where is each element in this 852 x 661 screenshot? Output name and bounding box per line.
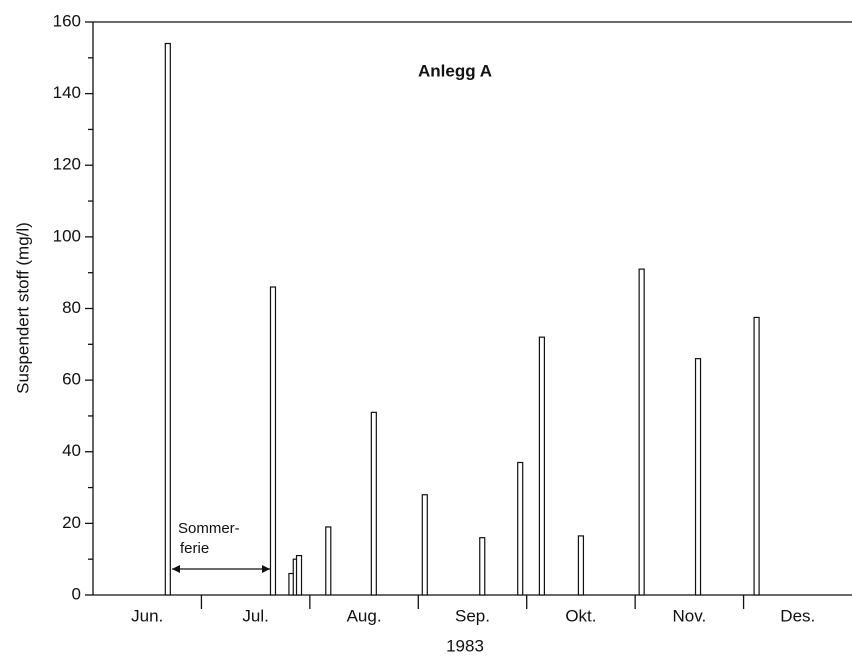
annotation: Sommer- [178,520,240,537]
y-tick-label: 0 [72,584,81,603]
chart-title: Anlegg A [418,61,492,80]
x-tick-label: Nov. [673,606,707,625]
bar [370,411,377,596]
bar [753,316,760,596]
bar [517,461,524,596]
x-tick-label: Okt. [565,606,596,625]
y-tick-label: 20 [62,513,81,532]
bar [295,555,303,596]
x-axis-label: 1983 [446,636,484,655]
bar [694,358,702,596]
annotation: ferie [180,540,209,557]
y-tick-label: 120 [53,155,81,174]
y-tick-label: 160 [53,11,81,30]
y-tick-label: 140 [53,83,81,102]
y-axis-label: Suspendert stoff (mg/l) [13,222,32,394]
x-tick-label: Sep. [455,606,490,625]
bar [421,494,428,596]
x-tick-label: Jun. [131,606,163,625]
y-tick-label: 80 [62,298,81,317]
y-tick-label: 40 [62,441,81,460]
x-tick-label: Jul. [242,606,268,625]
y-tick-label: 100 [53,226,81,245]
bar [269,286,277,596]
bar [479,537,486,596]
bar [538,336,545,596]
bar [638,268,645,596]
bar [325,526,332,596]
y-tick-label: 60 [62,370,81,389]
x-tick-label: Aug. [347,606,382,625]
bar [164,42,171,596]
x-tick-label: Des. [780,606,815,625]
bar [577,535,585,596]
